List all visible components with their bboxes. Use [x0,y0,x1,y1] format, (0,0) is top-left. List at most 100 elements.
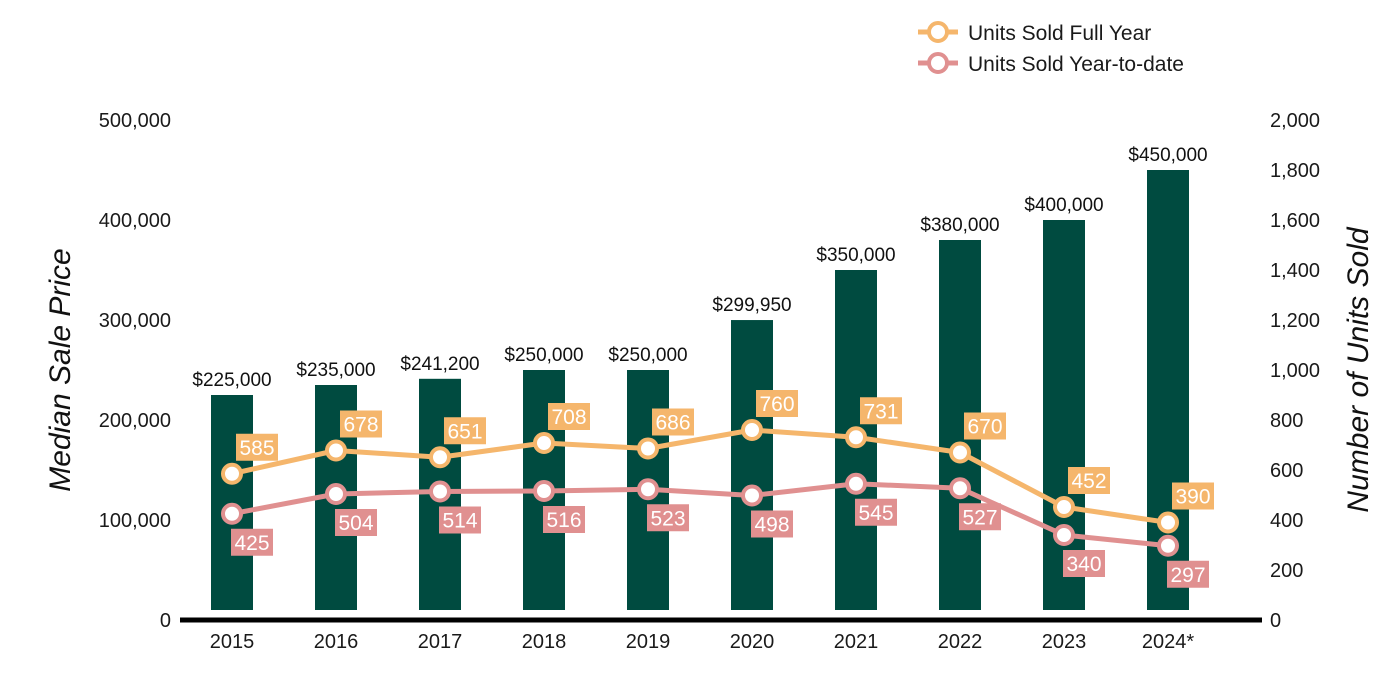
legend: Units Sold Full Year Units Sold Year-to-d… [918,21,1184,76]
series-point [845,472,867,495]
bar-value-label: $225,000 [192,370,271,391]
series-point [533,480,555,502]
point-label: 523 [650,507,685,530]
y-left-tick-label: 200,000 [99,410,171,432]
point-label: 678 [343,414,378,437]
x-tick-label: 2024* [1142,631,1194,653]
series-point [1053,496,1075,518]
point-label-box [340,410,382,438]
series-point [429,446,451,469]
x-tick-label: 2016 [314,631,359,653]
y-right-tick-label: 800 [1270,410,1303,432]
legend-marker-1 [927,52,949,74]
y-left-tick-label: 500,000 [99,110,171,132]
series-point [741,419,763,441]
point-label: 585 [239,437,274,460]
bar-value-label: $400,000 [1024,195,1103,216]
y-right-tick-label: 1,200 [1270,310,1320,332]
point-label: 452 [1071,470,1106,493]
point-label: 708 [551,406,586,429]
series-point [949,441,971,464]
point-label-box [860,397,902,425]
y-right-tick-label: 1,600 [1270,210,1320,232]
bar-value-label: $241,200 [400,354,479,375]
series-point [637,437,659,460]
point-label: 425 [234,532,269,555]
y-right-tick-label: 600 [1270,460,1303,482]
series-point [845,426,867,449]
y-right-tick-label: 0 [1270,610,1281,632]
bar-value-label: $250,000 [608,345,687,366]
bar-value-label: $235,000 [296,360,375,381]
y-right-tick-label: 1,800 [1270,160,1320,182]
point-label-box [959,503,1001,531]
y-right-tick-label: 2,000 [1270,110,1320,132]
legend-label: Units Sold Full Year [968,22,1151,45]
legend-marker-0 [927,21,949,43]
x-tick-label: 2017 [418,631,463,653]
point-label-box [751,510,793,538]
point-label: 731 [863,400,898,423]
point-label: 340 [1066,553,1101,576]
point-label-box [236,433,278,461]
point-label: 545 [858,502,893,525]
point-label-box [1172,482,1214,510]
lines-layer [221,419,1179,557]
point-label-box [1167,560,1209,588]
series-point [429,480,451,503]
point-label: 527 [962,506,997,529]
point-label-box [1063,550,1105,577]
point-label-box [439,506,481,534]
point-label: 390 [1175,486,1210,509]
point-label: 686 [655,412,690,435]
y-left-tick-label: 0 [160,610,171,632]
point-label: 651 [447,420,482,443]
legend-label: Units Sold Year-to-date [968,53,1184,76]
point-label-box [543,506,585,533]
point-label: 514 [442,510,477,533]
x-tick-label: 2018 [522,631,567,653]
bars-layer [211,170,1189,610]
series-point [949,477,971,500]
x-tick-label: 2023 [1042,631,1087,653]
y-right-tick-label: 1,000 [1270,360,1320,382]
series-point [221,502,243,525]
point-label-box [444,417,486,445]
point-label-box [548,403,590,430]
series-point [533,432,555,454]
y-right-tick-label: 200 [1270,560,1303,582]
point-label-box [756,390,798,417]
y-left-tick-label: 300,000 [99,310,171,332]
point-label-box [335,509,377,536]
point-label: 504 [338,512,373,535]
x-tick-label: 2021 [834,631,879,653]
point-label-box [652,408,694,436]
y-left-tick-label: 100,000 [99,510,171,532]
x-tick-label: 2015 [210,631,255,653]
point-label: 670 [967,416,1002,439]
series-line-1 [231,481,1169,549]
x-tick-label: 2020 [730,631,775,653]
series-point [1157,534,1179,557]
point-label: 516 [546,509,581,532]
y-right-axis-title: Number of Units Sold [1342,226,1375,512]
bar-value-label: $350,000 [816,245,895,266]
y-left-axis-title: Median Sale Price [44,248,77,491]
axes-layer: 2015 2016 2017 2018 2019 2020 2021 2022 2023 2024… [44,110,1375,653]
labels-layer: $225,000 $235,000 $241,200 $250,000 $250,000… [192,145,1214,588]
bar-2015 [211,395,253,610]
point-label: 297 [1170,564,1205,587]
point-label-box [647,504,689,532]
y-right-tick-label: 400 [1270,510,1303,532]
point-label-box [964,412,1006,440]
bar-2020 [731,320,773,610]
series-point [741,484,763,507]
bar-value-label: $450,000 [1128,145,1207,166]
bar-value-label: $250,000 [504,345,583,366]
point-label-box [1068,467,1110,494]
series-point [325,483,347,505]
point-label-box [231,528,273,556]
point-label-box [855,498,897,526]
